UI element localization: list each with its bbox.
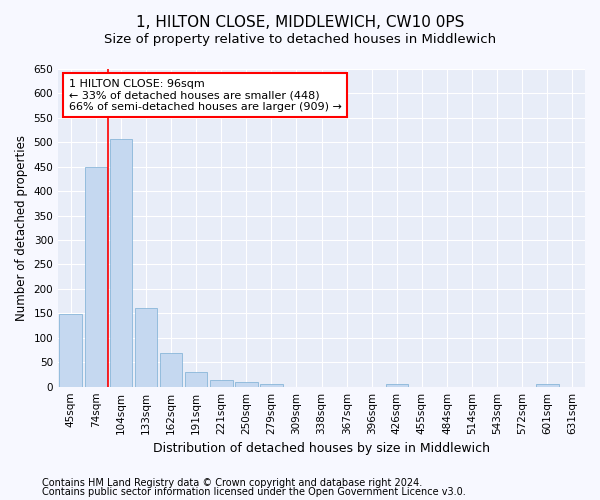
Bar: [85, 166, 107, 386]
Bar: [134, 308, 157, 386]
Bar: [210, 380, 233, 386]
X-axis label: Distribution of detached houses by size in Middlewich: Distribution of detached houses by size …: [153, 442, 490, 455]
Bar: [235, 382, 257, 386]
Bar: [59, 314, 82, 386]
Bar: [386, 384, 408, 386]
Text: 1, HILTON CLOSE, MIDDLEWICH, CW10 0PS: 1, HILTON CLOSE, MIDDLEWICH, CW10 0PS: [136, 15, 464, 30]
Bar: [260, 384, 283, 386]
Bar: [536, 384, 559, 386]
Y-axis label: Number of detached properties: Number of detached properties: [15, 135, 28, 321]
Bar: [110, 139, 132, 386]
Text: Contains HM Land Registry data © Crown copyright and database right 2024.: Contains HM Land Registry data © Crown c…: [42, 478, 422, 488]
Text: Contains public sector information licensed under the Open Government Licence v3: Contains public sector information licen…: [42, 487, 466, 497]
Bar: [185, 372, 208, 386]
Text: 1 HILTON CLOSE: 96sqm
← 33% of detached houses are smaller (448)
66% of semi-det: 1 HILTON CLOSE: 96sqm ← 33% of detached …: [69, 78, 341, 112]
Text: Size of property relative to detached houses in Middlewich: Size of property relative to detached ho…: [104, 32, 496, 46]
Bar: [160, 354, 182, 386]
